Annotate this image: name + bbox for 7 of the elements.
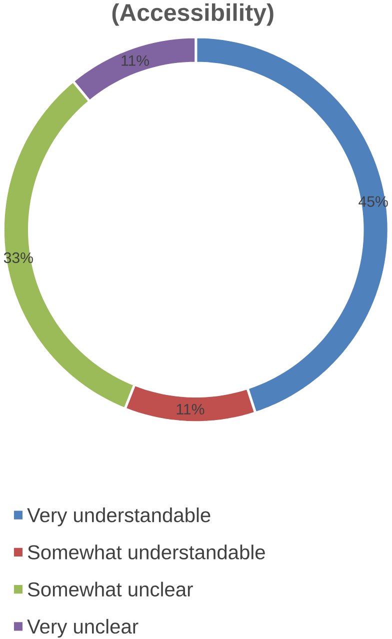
legend-label: Somewhat unclear — [28, 582, 194, 597]
legend-label: Very unclear — [27, 618, 138, 638]
chart-title: (Accessibility) — [112, 3, 274, 26]
legend-label: Very understandable — [27, 508, 210, 526]
legend-label: Somewhat understandable — [28, 544, 266, 560]
data-label: 11% — [122, 55, 150, 66]
data-label: 11% — [177, 404, 204, 415]
